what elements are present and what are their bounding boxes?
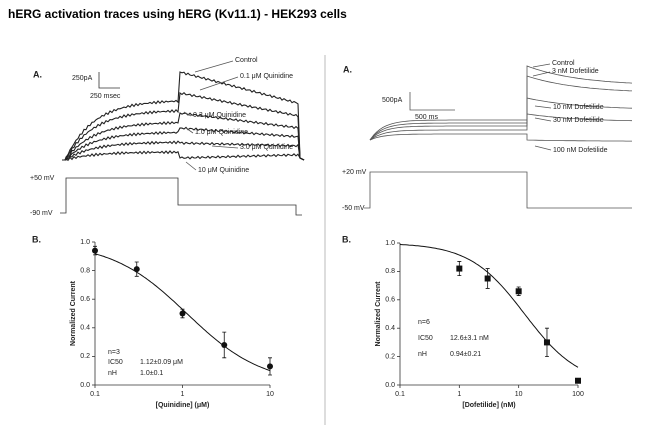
scale-time: 250 msec — [90, 93, 121, 100]
y-tick-label: 0.0 — [80, 382, 90, 389]
panel-label: B. — [32, 234, 41, 244]
y-tick-label: 0.6 — [385, 297, 395, 304]
annotation: 1.12±0.09 μM — [140, 359, 183, 366]
trace-label: 1.0 μM Quinidine — [195, 129, 248, 136]
trace-label: 100 nM Dofetilide — [553, 147, 608, 154]
voltage-label: +20 mV — [342, 169, 367, 176]
trace — [62, 140, 305, 161]
trace — [369, 75, 633, 141]
annotation: n=3 — [108, 349, 120, 356]
trace — [62, 126, 305, 161]
panel-label: B. — [342, 234, 351, 244]
scale-current: 250pA — [72, 75, 93, 82]
trace — [369, 65, 633, 141]
fit-curve — [399, 244, 579, 368]
scale-time: 500 ms — [415, 114, 438, 121]
traces — [369, 65, 633, 142]
data-point — [133, 266, 140, 273]
voltage-protocol — [60, 177, 302, 216]
annotation: 0.94±0.21 — [450, 351, 481, 358]
annotation: IC50 — [108, 359, 123, 366]
y-tick-label: 0.2 — [385, 353, 395, 360]
scale-current: 500pA — [382, 97, 403, 104]
voltage-protocol — [364, 171, 632, 209]
x-tick-label: 100 — [572, 391, 584, 398]
data-point — [92, 247, 98, 254]
x-tick-label: 1 — [181, 391, 185, 398]
voltage-label: -90 mV — [30, 210, 53, 217]
x-axis-label: [Dofetilide] (nM) — [462, 402, 515, 409]
annotation: 12.6±3.1 nM — [450, 335, 489, 342]
y-tick-label: 0.0 — [385, 382, 395, 389]
trace — [369, 97, 633, 141]
trace-label: 0.3 μM Quinidine — [193, 112, 246, 119]
y-tick-label: 0.2 — [80, 353, 90, 360]
trace-label: 10 nM Dofetilide — [553, 104, 604, 111]
label-arrows — [532, 63, 552, 151]
data-point — [456, 265, 463, 272]
data-point — [515, 288, 522, 295]
trace-label: Control — [552, 60, 575, 67]
trace — [62, 112, 305, 161]
trace — [62, 71, 305, 161]
data-point — [221, 341, 228, 348]
trace-label: 10 μM Quinidine — [198, 167, 249, 174]
x-tick-label: 0.1 — [90, 391, 100, 398]
data-point — [484, 275, 491, 282]
data-point — [575, 377, 581, 384]
scale-bar — [409, 92, 455, 111]
annotation: 1.0±0.1 — [140, 370, 163, 377]
trace — [62, 150, 305, 162]
trace — [369, 133, 632, 142]
y-axis-label: Normalized Current — [375, 281, 382, 347]
panel-label: A. — [343, 64, 352, 74]
y-tick-label: 0.4 — [80, 325, 90, 332]
annotation: nH — [418, 351, 427, 358]
trace-label: 0.1 μM Quinidine — [240, 73, 293, 80]
data-point — [179, 310, 186, 317]
annotation: nH — [108, 370, 117, 377]
y-tick-label: 0.8 — [80, 267, 90, 274]
y-tick-label: 0.6 — [80, 296, 90, 303]
traces — [62, 71, 305, 162]
trace — [369, 113, 633, 141]
trace — [62, 91, 305, 161]
label-arrows — [183, 60, 239, 171]
y-axis-label: Normalized Current — [70, 280, 77, 346]
x-axis-label: [Quinidine] (μM) — [156, 402, 210, 409]
y-tick-label: 0.8 — [385, 268, 395, 275]
y-tick-label: 1.0 — [80, 239, 90, 246]
trace-label: Control — [235, 57, 258, 64]
trace-label: 30 nM Dofetilide — [553, 117, 604, 124]
panel-label: A. — [33, 69, 42, 79]
data-point — [543, 339, 550, 346]
y-tick-label: 1.0 — [385, 240, 395, 247]
x-tick-label: 10 — [515, 391, 523, 398]
x-tick-label: 0.1 — [395, 391, 405, 398]
voltage-label: +50 mV — [30, 175, 55, 182]
trace-label: 3.0 μM Quinidine — [240, 144, 293, 151]
x-tick-label: 1 — [457, 391, 461, 398]
voltage-label: -50 mV — [342, 205, 365, 212]
y-tick-label: 0.4 — [385, 325, 395, 332]
figure-title: hERG activation traces using hERG (Kv11.… — [8, 7, 347, 21]
data-point — [267, 363, 273, 370]
x-tick-label: 10 — [266, 391, 274, 398]
scale-bar — [98, 72, 120, 89]
trace-label: 3 nM Dofetilide — [552, 68, 599, 75]
axes — [399, 243, 578, 386]
annotation: n=6 — [418, 319, 430, 326]
annotation: IC50 — [418, 335, 433, 342]
